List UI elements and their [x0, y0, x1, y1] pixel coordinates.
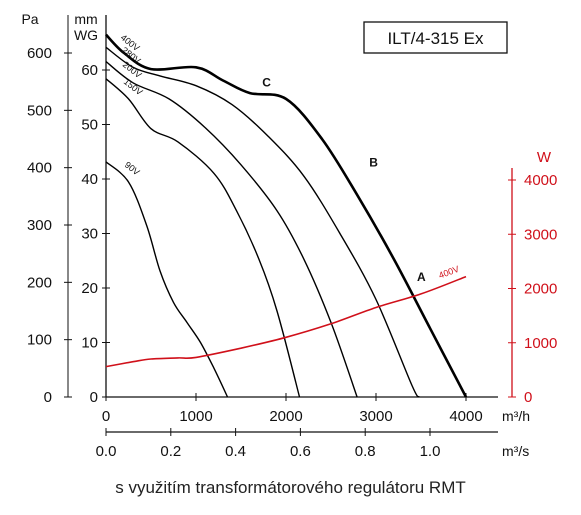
point-label-b: B — [369, 156, 378, 170]
x-tick-label-m3s: 0.8 — [355, 443, 376, 460]
y-tick-label-mmwg: 60 — [81, 62, 98, 79]
point-label-a: A — [417, 270, 426, 284]
x-tick-label-m3s: 0.2 — [160, 443, 181, 460]
chart-title-box: ILT/4-315 Ex — [363, 21, 508, 54]
x-unit-m3h: m³/h — [502, 408, 530, 424]
x-tick-label-m3s: 1.0 — [420, 443, 441, 460]
y-tick-label-mmwg: 40 — [81, 171, 98, 188]
series-line-90v-4 — [105, 161, 229, 398]
chart-caption: s využitím transformátorového regulátoru… — [115, 478, 466, 497]
y-tick-label-pa: 200 — [27, 274, 52, 291]
y-unit-mm: mm — [74, 11, 97, 27]
y-tick-label-pa: 600 — [27, 45, 52, 62]
series-line-200v-2 — [105, 61, 358, 398]
y-tick-label-pa: 0 — [44, 389, 52, 406]
series-line-400v-power — [105, 275, 467, 368]
y-tick-label-mmwg: 30 — [81, 226, 98, 243]
x-tick-label-m3h: 4000 — [449, 408, 482, 425]
y-tick-label-mmwg: 0 — [90, 389, 98, 406]
curve-label-90v: 90V — [123, 160, 142, 178]
x-tick-label-m3h: 0 — [102, 408, 110, 425]
series-line-400v-0 — [105, 33, 468, 398]
x-unit-m3s: m³/s — [502, 443, 529, 459]
x-tick-label-m3h: 2000 — [269, 408, 302, 425]
y-unit-pa: Pa — [21, 11, 38, 27]
power-curve-label: 400V — [437, 264, 460, 281]
x-tick-label-m3s: 0.0 — [96, 443, 117, 460]
y-tick-label-pa: 400 — [27, 160, 52, 177]
y-tick-label-mmwg: 20 — [81, 280, 98, 297]
x-tick-label-m3h: 1000 — [179, 408, 212, 425]
chart-title: ILT/4-315 Ex — [387, 29, 484, 48]
y-tick-label-w: 0 — [524, 389, 532, 406]
y-tick-label-pa: 300 — [27, 217, 52, 234]
x-tick-label-m3s: 0.4 — [225, 443, 246, 460]
y-unit-w: W — [537, 149, 552, 166]
series-line-280v-1 — [105, 46, 420, 398]
series-line-150v-3 — [105, 78, 301, 398]
y-tick-label-w: 2000 — [524, 281, 557, 298]
y-tick-label-pa: 100 — [27, 332, 52, 349]
x-tick-label-m3s: 0.6 — [290, 443, 311, 460]
y-tick-label-w: 4000 — [524, 172, 557, 189]
y-tick-label-w: 3000 — [524, 226, 557, 243]
y-unit-wg: WG — [74, 27, 98, 43]
curve-label-150v: 150V — [122, 76, 145, 97]
y-tick-label-mmwg: 10 — [81, 335, 98, 352]
y-tick-label-pa: 500 — [27, 102, 52, 119]
point-label-c: C — [262, 75, 271, 89]
y-tick-label-mmwg: 50 — [81, 117, 98, 134]
x-tick-label-m3h: 3000 — [359, 408, 392, 425]
y-tick-label-w: 1000 — [524, 335, 557, 352]
chart-curves — [105, 33, 468, 398]
